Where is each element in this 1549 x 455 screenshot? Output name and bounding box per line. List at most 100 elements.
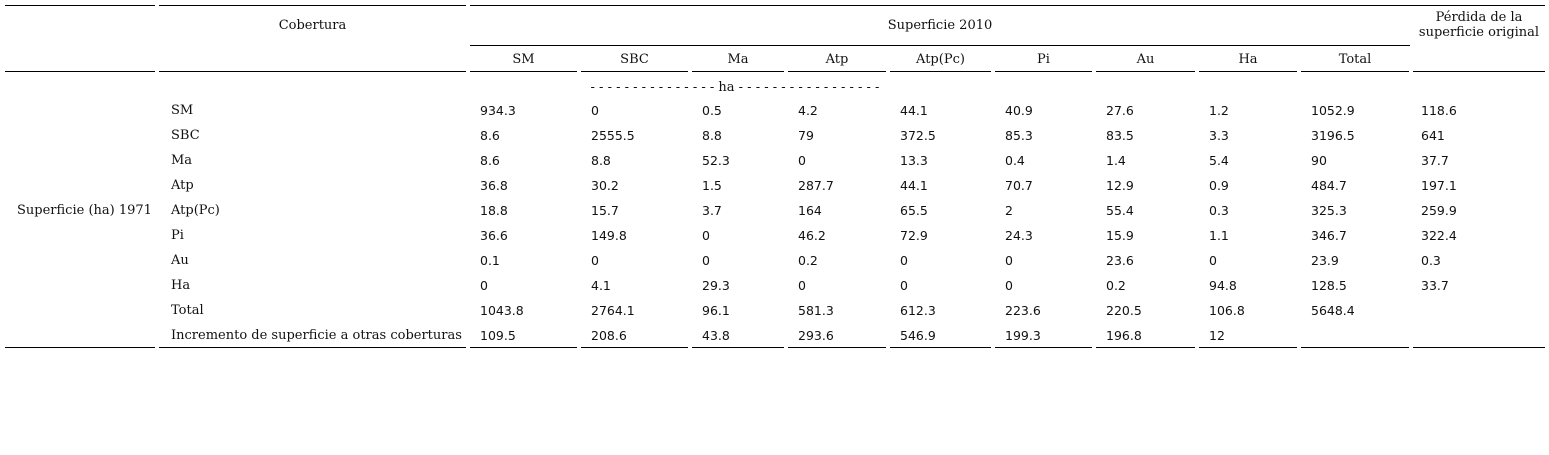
- bottom-rule: [1096, 347, 1195, 348]
- cell-au: 15.9: [1106, 228, 1134, 243]
- col-header-sbc: SBC: [620, 52, 649, 67]
- row-label: Atp: [171, 178, 194, 193]
- header-rule: [890, 71, 991, 72]
- header-rule: [581, 71, 688, 72]
- cell-perdida: 641: [1421, 128, 1445, 143]
- cell-ha: 94.8: [1209, 278, 1237, 293]
- cell-atp: 287.7: [798, 178, 834, 193]
- cell-sm: 36.6: [480, 228, 508, 243]
- row-label: SBC: [171, 128, 200, 143]
- header-superficie-2010: Superficie 2010: [887, 18, 993, 33]
- row-label: Pi: [171, 228, 184, 243]
- cell-sbc: 30.2: [591, 178, 619, 193]
- header-cobertura: Cobertura: [278, 18, 347, 33]
- cell-sm: 109.5: [480, 328, 516, 343]
- cell-sm: 0.1: [480, 253, 500, 268]
- cell-atppc: 13.3: [900, 153, 928, 168]
- cell-sm: 8.6: [480, 153, 500, 168]
- cell-ma: 8.8: [702, 128, 722, 143]
- col-header-pi: Pi: [1037, 52, 1050, 67]
- cell-perdida: 118.6: [1421, 103, 1457, 118]
- row-label: Total: [171, 303, 204, 318]
- cell-ha: 12: [1209, 328, 1225, 343]
- bottom-rule: [470, 347, 577, 348]
- cell-sbc: 15.7: [591, 203, 619, 218]
- cell-ma: 0: [702, 253, 710, 268]
- header-rule: [159, 71, 466, 72]
- cell-sm: 1043.8: [480, 303, 524, 318]
- cell-au: 12.9: [1106, 178, 1134, 193]
- bottom-rule: [159, 347, 466, 348]
- row-label: Ma: [171, 153, 193, 168]
- cell-ma: 43.8: [702, 328, 730, 343]
- cell-sbc: 2555.5: [591, 128, 635, 143]
- cell-atppc: 0: [900, 278, 908, 293]
- cell-atp: 0.2: [798, 253, 818, 268]
- cell-atp: 46.2: [798, 228, 826, 243]
- cell-sbc: 0: [591, 253, 599, 268]
- cell-au: 1.4: [1106, 153, 1126, 168]
- cell-total: 325.3: [1311, 203, 1347, 218]
- cell-au: 55.4: [1106, 203, 1134, 218]
- cell-perdida: 259.9: [1421, 203, 1457, 218]
- cell-total: 1052.9: [1311, 103, 1355, 118]
- bottom-rule: [995, 347, 1092, 348]
- row-label: Incremento de superficie a otras cobertu…: [171, 328, 462, 343]
- top-rule: [470, 5, 1545, 6]
- cell-sm: 36.8: [480, 178, 508, 193]
- cell-pi: 0.4: [1005, 153, 1025, 168]
- cell-atppc: 44.1: [900, 103, 928, 118]
- bottom-rule: [692, 347, 784, 348]
- cell-pi: 24.3: [1005, 228, 1033, 243]
- cell-atppc: 0: [900, 253, 908, 268]
- header-perdida-line2: superficie original: [1418, 25, 1540, 40]
- cell-ma: 1.5: [702, 178, 722, 193]
- cell-atp: 0: [798, 278, 806, 293]
- cell-pi: 0: [1005, 278, 1013, 293]
- header-rule: [5, 71, 155, 72]
- col-header-atppc: Atp(Pc): [916, 52, 965, 67]
- header-rule: [1413, 71, 1545, 72]
- row-label: Atp(Pc): [171, 203, 220, 218]
- cell-ha: 1.2: [1209, 103, 1229, 118]
- cell-sm: 0: [480, 278, 488, 293]
- cell-atppc: 372.5: [900, 128, 936, 143]
- header-rule: [788, 71, 886, 72]
- cell-ha: 106.8: [1209, 303, 1245, 318]
- cell-total: 346.7: [1311, 228, 1347, 243]
- cell-atp: 581.3: [798, 303, 834, 318]
- cell-atppc: 72.9: [900, 228, 928, 243]
- cell-sbc: 2764.1: [591, 303, 635, 318]
- bottom-rule: [5, 347, 155, 348]
- cell-sbc: 208.6: [591, 328, 627, 343]
- bottom-rule: [581, 347, 688, 348]
- row-label: Ha: [171, 278, 191, 293]
- cell-perdida: 197.1: [1421, 178, 1457, 193]
- cell-sbc: 0: [591, 103, 599, 118]
- cell-ha: 1.1: [1209, 228, 1229, 243]
- col-header-atp: Atp: [825, 52, 849, 67]
- cell-ma: 29.3: [702, 278, 730, 293]
- col-header-au: Au: [1136, 52, 1155, 67]
- cell-sm: 8.6: [480, 128, 500, 143]
- cell-total: 484.7: [1311, 178, 1347, 193]
- cell-pi: 85.3: [1005, 128, 1033, 143]
- cell-atp: 79: [798, 128, 814, 143]
- cell-sm: 18.8: [480, 203, 508, 218]
- cell-pi: 70.7: [1005, 178, 1033, 193]
- cell-au: 0.2: [1106, 278, 1126, 293]
- cell-pi: 199.3: [1005, 328, 1041, 343]
- header-rule: [995, 71, 1092, 72]
- cell-pi: 40.9: [1005, 103, 1033, 118]
- cell-ma: 96.1: [702, 303, 730, 318]
- row-label: SM: [171, 103, 194, 118]
- cell-atp: 0: [798, 153, 806, 168]
- col-header-ma: Ma: [727, 52, 749, 67]
- cell-ma: 3.7: [702, 203, 722, 218]
- cell-perdida: 322.4: [1421, 228, 1457, 243]
- cell-sm: 934.3: [480, 103, 516, 118]
- cell-atppc: 546.9: [900, 328, 936, 343]
- bottom-rule: [1199, 347, 1297, 348]
- cell-ma: 0.5: [702, 103, 722, 118]
- cell-au: 27.6: [1106, 103, 1134, 118]
